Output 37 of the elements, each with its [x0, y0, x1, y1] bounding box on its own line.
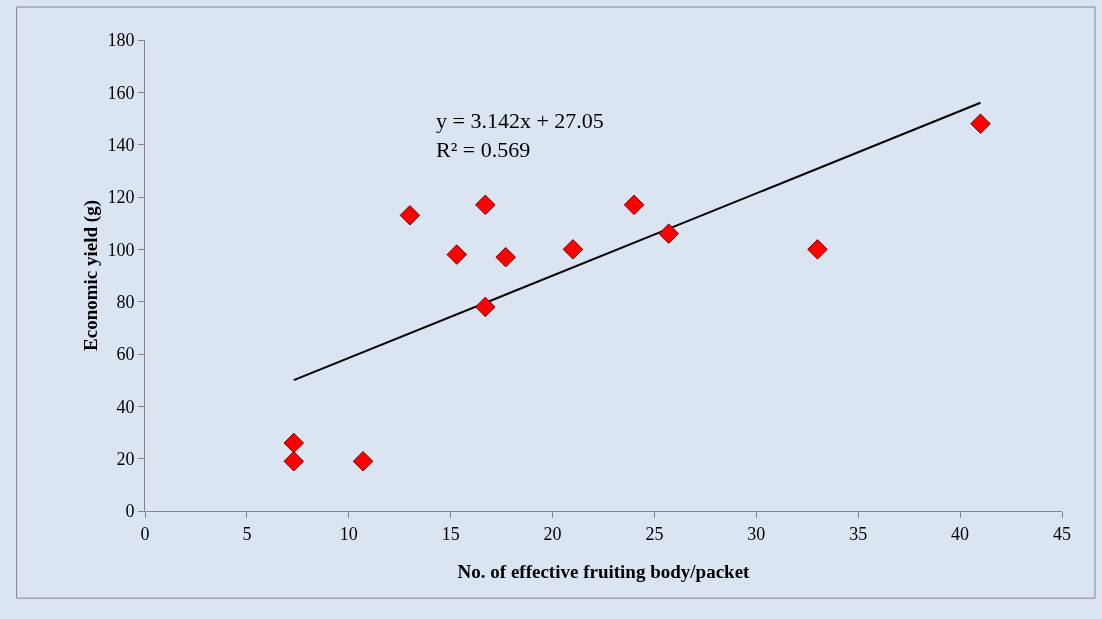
point: [658, 223, 679, 244]
point: [807, 239, 828, 260]
point: [352, 451, 374, 472]
annotation: R² = 0.569: [436, 136, 531, 162]
x-tick-label: 25: [645, 523, 664, 544]
y-tick-label: 100: [107, 239, 135, 260]
y-tick-label: 140: [107, 134, 135, 155]
point: [970, 113, 991, 134]
y-tick-label: 40: [116, 396, 135, 417]
y-tick-label: 120: [107, 187, 135, 208]
x-tick-label: 10: [339, 523, 358, 544]
point: [623, 194, 645, 216]
y-tick-label: 0: [125, 501, 135, 522]
y-tick-label: 80: [116, 291, 135, 312]
x-tick-label: 5: [242, 523, 252, 544]
point: [283, 451, 305, 472]
x-axis-title: No. of effective fruiting body/packet: [457, 561, 751, 582]
y-tick-label: 180: [107, 30, 135, 51]
x-tick-label: 40: [951, 523, 970, 544]
x-tick-label: 45: [1053, 523, 1071, 544]
y-tick-label: 160: [107, 82, 135, 103]
point: [475, 296, 496, 318]
x-tick-label: 15: [441, 523, 460, 544]
x-tick-label: 0: [140, 523, 150, 544]
x-tick-label: 35: [849, 523, 868, 544]
point: [562, 239, 584, 260]
y-tick-label: 60: [116, 344, 135, 365]
point: [399, 205, 421, 226]
x-tick-label: 20: [543, 523, 562, 544]
y-tick-label: 20: [116, 448, 135, 469]
point: [446, 244, 468, 265]
point: [495, 246, 516, 268]
y-axis-title: Economic yield (g): [80, 200, 102, 351]
annotation: y = 3.142x + 27.05: [436, 108, 604, 133]
point: [283, 432, 305, 454]
x-tick-label: 30: [747, 523, 766, 544]
point: [475, 194, 496, 216]
